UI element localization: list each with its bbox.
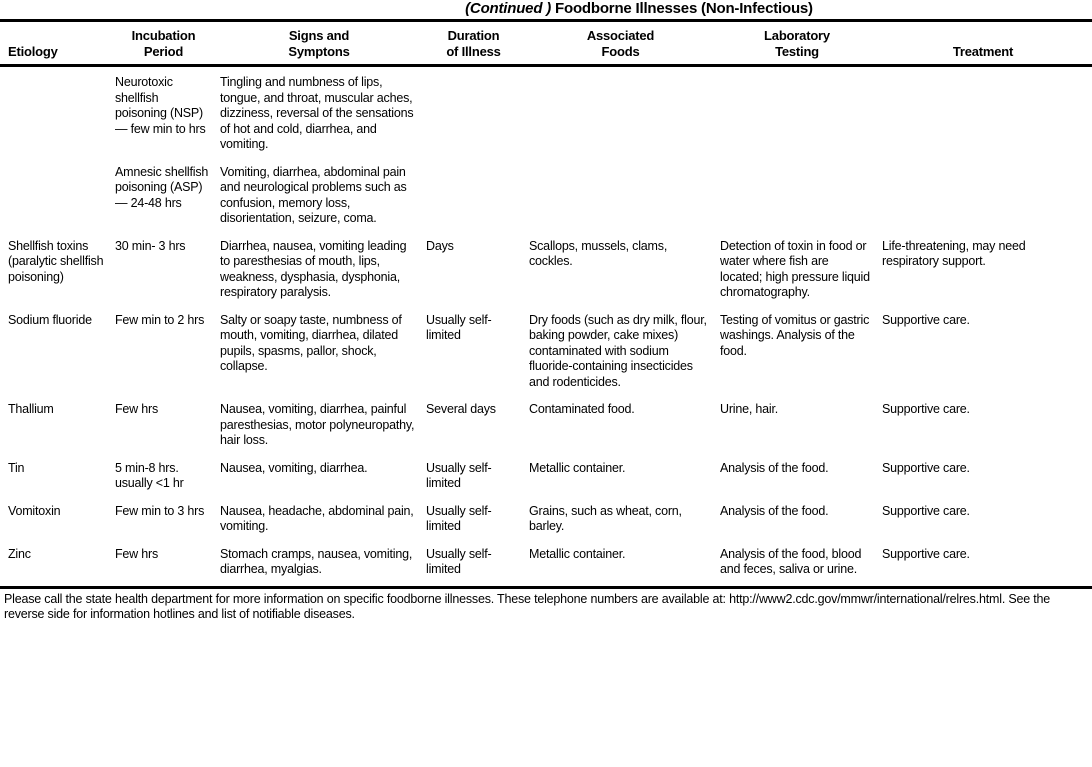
cell-lab: Analysis of the food. bbox=[720, 503, 829, 518]
cell-signs: Vomiting, diarrhea, abdominal pain and n… bbox=[220, 164, 407, 226]
title-continued-label: (Continued ) bbox=[465, 0, 552, 17]
cell-etiology: Shellfish toxins (paralytic shellfish po… bbox=[8, 238, 104, 284]
cell-etiology bbox=[0, 66, 115, 165]
table-row-sodium-fluoride: Sodium fluoride Few min to 2 hrs Salty o… bbox=[0, 313, 1092, 403]
cell-duration: Usually self-limited bbox=[426, 503, 492, 534]
col-header-treatment: Treatment bbox=[882, 22, 1092, 66]
header-line: Period bbox=[143, 44, 184, 59]
col-header-laboratory-testing: Laboratory Testing bbox=[720, 22, 882, 66]
table-row-vomitoxin: Vomitoxin Few min to 3 hrs Nausea, heada… bbox=[0, 504, 1092, 547]
cell-foods: Metallic container. bbox=[529, 460, 626, 475]
cell-foods: Scallops, mussels, clams, cockles. bbox=[529, 238, 668, 269]
table-row-shellfish-toxins: Shellfish toxins (paralytic shellfish po… bbox=[0, 239, 1092, 313]
col-header-etiology: Etiology bbox=[0, 22, 115, 66]
cell-etiology bbox=[0, 165, 115, 239]
cell-lab: Analysis of the food. bbox=[720, 460, 829, 475]
cell-signs: Stomach cramps, nausea, vomiting, diarrh… bbox=[220, 546, 413, 577]
cell-incubation: 30 min- 3 hrs bbox=[115, 238, 186, 253]
header-line: Testing bbox=[775, 44, 819, 59]
cell-etiology: Sodium fluoride bbox=[8, 312, 92, 327]
cell-duration: Usually self-limited bbox=[426, 460, 492, 491]
header-line: Duration bbox=[447, 28, 500, 43]
cell-etiology: Tin bbox=[8, 460, 25, 475]
cell-treatment: Supportive care. bbox=[882, 402, 970, 416]
footer-note: Please call the state health department … bbox=[0, 585, 1092, 623]
cell-signs: Diarrhea, nausea, vomiting leading to pa… bbox=[220, 238, 407, 300]
header-line: Treatment bbox=[952, 44, 1014, 59]
cell-duration: Several days bbox=[426, 402, 496, 416]
header-line: Associated bbox=[586, 28, 655, 43]
header-line: Laboratory bbox=[764, 28, 830, 43]
table-row-nsp: Neurotoxic shellfish poisoning (NSP) — f… bbox=[0, 66, 1092, 165]
cell-incubation: Neurotoxic shellfish poisoning (NSP) — f… bbox=[115, 75, 206, 136]
cell-signs: Nausea, vomiting, diarrhea. bbox=[220, 460, 368, 475]
title-main-label: Foodborne Illnesses (Non-Infectious) bbox=[555, 0, 813, 17]
cell-signs: Tingling and numbness of lips, tongue, a… bbox=[220, 75, 414, 151]
header-line: of Illness bbox=[446, 44, 501, 59]
cell-etiology: Zinc bbox=[8, 546, 31, 561]
cell-treatment bbox=[882, 66, 1092, 165]
cell-incubation: Amnesic shellfish poisoning (ASP) — 24-4… bbox=[115, 164, 209, 210]
cell-lab: Detection of toxin in food or water wher… bbox=[720, 238, 870, 300]
cell-signs: Nausea, vomiting, diarrhea, painful pare… bbox=[220, 402, 415, 447]
col-header-signs-symptoms: Signs and Symptons bbox=[220, 22, 426, 66]
cell-signs: Salty or soapy taste, numbness of mouth,… bbox=[220, 312, 402, 374]
cell-incubation: Few hrs bbox=[115, 402, 159, 416]
cell-incubation: 5 min-8 hrs. usually <1 hr bbox=[115, 460, 184, 491]
table-header: Etiology Incubation Period Signs and Sym… bbox=[0, 22, 1092, 66]
cell-treatment: Supportive care. bbox=[882, 460, 970, 475]
cell-treatment: Supportive care. bbox=[882, 546, 970, 561]
cell-duration: Days bbox=[426, 238, 454, 253]
cell-duration: Usually self-limited bbox=[426, 546, 492, 577]
cell-foods bbox=[529, 165, 720, 239]
cell-foods: Dry foods (such as dry milk, flour, baki… bbox=[529, 312, 707, 389]
cell-duration: Usually self-limited bbox=[426, 312, 492, 343]
header-line: Signs and bbox=[288, 28, 350, 43]
cell-treatment: Supportive care. bbox=[882, 312, 970, 327]
cell-foods bbox=[529, 66, 720, 165]
top-rule bbox=[0, 19, 1092, 22]
cell-incubation: Few min to 3 hrs bbox=[115, 503, 205, 518]
cell-lab: Testing of vomitus or gastric washings. … bbox=[720, 312, 870, 358]
cell-signs: Nausea, headache, abdominal pain, vomiti… bbox=[220, 503, 414, 534]
table-body: Neurotoxic shellfish poisoning (NSP) — f… bbox=[0, 66, 1092, 586]
illness-table: Etiology Incubation Period Signs and Sym… bbox=[0, 22, 1092, 586]
cell-lab bbox=[720, 165, 882, 239]
header-line: Etiology bbox=[8, 44, 58, 59]
header-line: Incubation bbox=[131, 28, 196, 43]
cell-treatment bbox=[882, 165, 1092, 239]
cell-foods: Grains, such as wheat, corn, barley. bbox=[529, 503, 682, 534]
cell-treatment: Supportive care. bbox=[882, 503, 970, 518]
page-title: (Continued ) Foodborne Illnesses (Non-In… bbox=[0, 0, 1092, 19]
cell-duration bbox=[426, 66, 529, 165]
cell-duration bbox=[426, 165, 529, 239]
header-line: Symptons bbox=[288, 44, 350, 59]
table-row-thallium: Thallium Few hrs Nausea, vomiting, diarr… bbox=[0, 402, 1092, 461]
table-row-tin: Tin 5 min-8 hrs. usually <1 hr Nausea, v… bbox=[0, 461, 1092, 504]
cell-lab: Analysis of the food, blood and feces, s… bbox=[720, 546, 862, 577]
col-header-duration: Duration of Illness bbox=[426, 22, 529, 66]
header-line: Foods bbox=[601, 44, 640, 59]
table-row-asp: Amnesic shellfish poisoning (ASP) — 24-4… bbox=[0, 165, 1092, 239]
cell-lab: Urine, hair. bbox=[720, 402, 779, 416]
cell-foods: Contaminated food. bbox=[529, 402, 635, 416]
col-header-associated-foods: Associated Foods bbox=[529, 22, 720, 66]
cell-lab bbox=[720, 66, 882, 165]
header-row: Etiology Incubation Period Signs and Sym… bbox=[0, 22, 1092, 66]
cell-etiology: Thallium bbox=[8, 402, 54, 416]
table-row-zinc: Zinc Few hrs Stomach cramps, nausea, vom… bbox=[0, 547, 1092, 586]
cell-treatment: Life-threatening, may need respiratory s… bbox=[882, 238, 1026, 269]
cell-etiology: Vomitoxin bbox=[8, 503, 61, 518]
cell-foods: Metallic container. bbox=[529, 546, 626, 561]
cell-incubation: Few hrs bbox=[115, 546, 159, 561]
cell-incubation: Few min to 2 hrs bbox=[115, 312, 205, 327]
col-header-incubation-period: Incubation Period bbox=[115, 22, 220, 66]
